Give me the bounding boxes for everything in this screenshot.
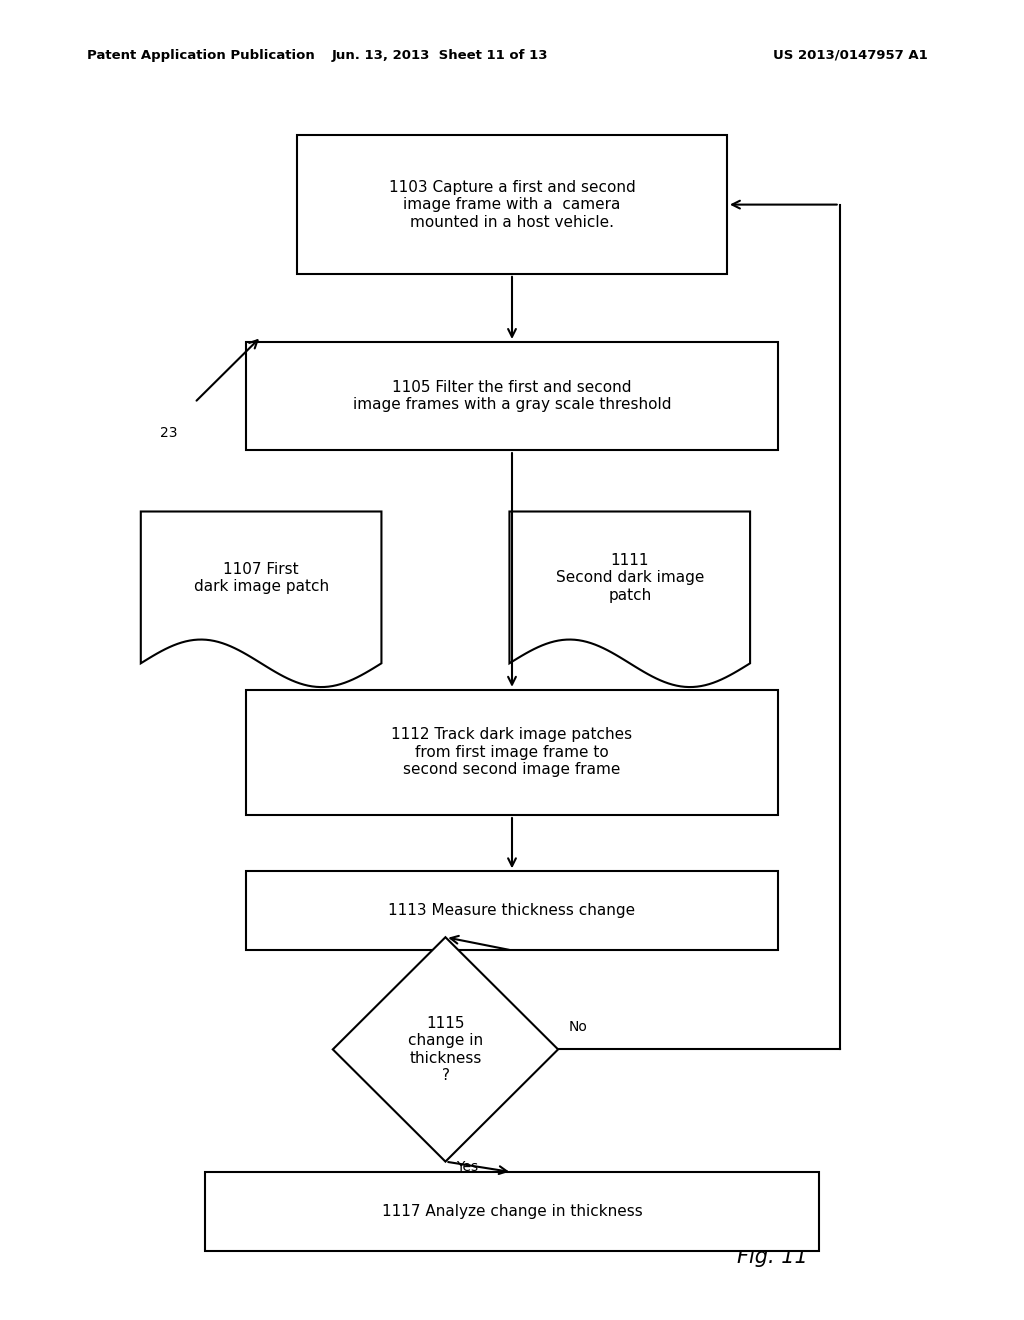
FancyBboxPatch shape [205,1172,819,1251]
PathPatch shape [510,511,750,686]
Text: 1115
change in
thickness
?: 1115 change in thickness ? [408,1016,483,1082]
Polygon shape [333,937,558,1162]
FancyBboxPatch shape [246,871,778,950]
FancyBboxPatch shape [246,342,778,450]
Text: Patent Application Publication: Patent Application Publication [87,49,314,62]
Text: 1111
Second dark image
patch: 1111 Second dark image patch [556,553,703,603]
PathPatch shape [141,511,381,686]
FancyBboxPatch shape [246,689,778,814]
Text: 1105 Filter the first and second
image frames with a gray scale threshold: 1105 Filter the first and second image f… [352,380,672,412]
Text: 1107 First
dark image patch: 1107 First dark image patch [194,562,329,594]
Text: 1103 Capture a first and second
image frame with a  camera
mounted in a host veh: 1103 Capture a first and second image fr… [389,180,635,230]
Text: Jun. 13, 2013  Sheet 11 of 13: Jun. 13, 2013 Sheet 11 of 13 [332,49,549,62]
Text: 23: 23 [160,426,178,441]
Text: 1113 Measure thickness change: 1113 Measure thickness change [388,903,636,919]
Text: Fig. 11: Fig. 11 [737,1246,808,1267]
Text: 1112 Track dark image patches
from first image frame to
second second image fram: 1112 Track dark image patches from first… [391,727,633,777]
FancyBboxPatch shape [297,135,727,275]
Text: US 2013/0147957 A1: US 2013/0147957 A1 [773,49,928,62]
Text: 1117 Analyze change in thickness: 1117 Analyze change in thickness [382,1204,642,1220]
Text: No: No [568,1019,587,1034]
Text: Yes: Yes [456,1160,478,1173]
